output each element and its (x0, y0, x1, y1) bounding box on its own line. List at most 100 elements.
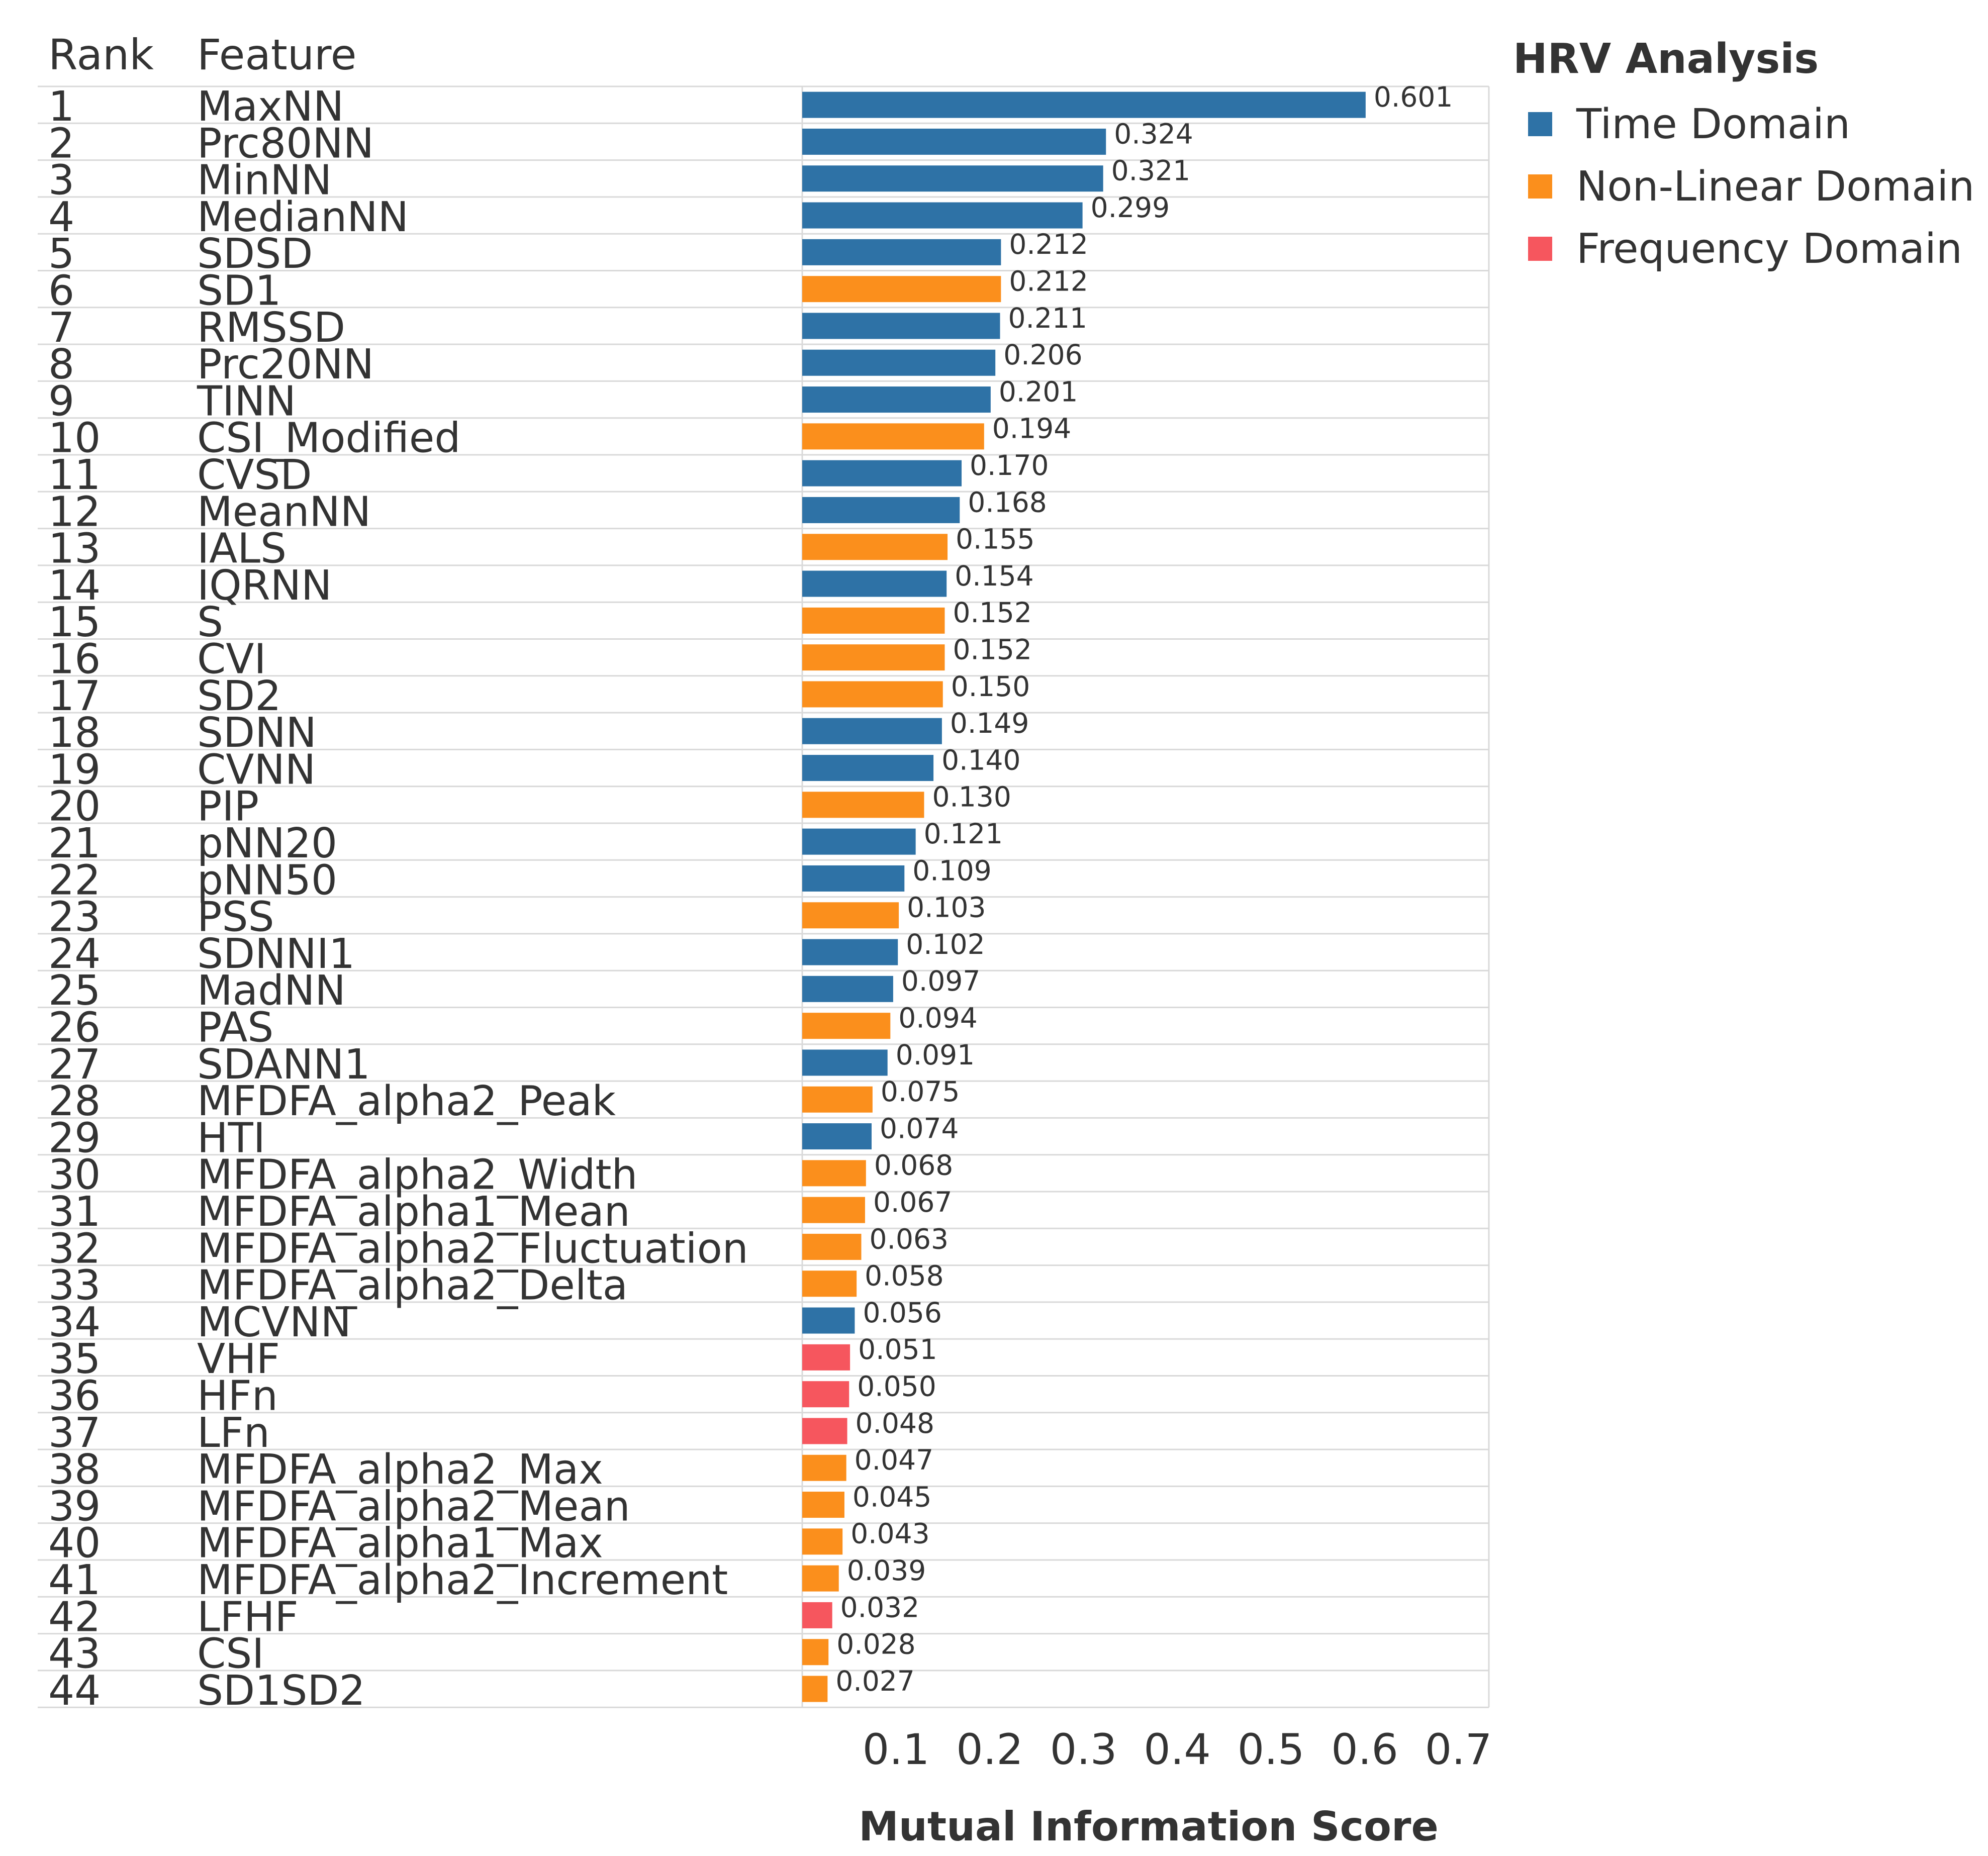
chart-row: 13 IALS 0.155 (48, 523, 1035, 573)
bar (802, 497, 960, 523)
feature-label: HFn (197, 1373, 278, 1420)
bar (802, 128, 1106, 155)
chart-row: 1 MaxNN 0.601 (48, 81, 1453, 131)
chart-row: 22 pNN50 0.109 (48, 854, 992, 904)
legend-label: Non-Linear Domain (1576, 162, 1975, 211)
chart-row: 41 MFDFA_alpha2_Increment 0.039 (48, 1554, 926, 1604)
x-tick-label: 0.2 (956, 1725, 1023, 1774)
value-label: 0.149 (950, 707, 1029, 739)
rank-label: 30 (48, 1151, 101, 1199)
feature-label: CSI_Modified (197, 415, 460, 462)
bar (802, 607, 945, 634)
feature-label: MCVNN (197, 1299, 351, 1346)
value-label: 0.091 (896, 1039, 975, 1071)
bar (802, 1528, 843, 1555)
bar (802, 1492, 844, 1518)
rank-label: 33 (48, 1262, 101, 1310)
feature-label: Prc80NN (197, 120, 374, 167)
feature-label: PSS (197, 894, 274, 941)
x-axis-ticks: 0.1 0.2 0.3 0.4 0.5 0.6 0.7 (863, 1725, 1492, 1774)
chart-row: 42 LFHF 0.032 (48, 1591, 919, 1641)
value-label: 0.152 (953, 597, 1031, 629)
value-label: 0.075 (881, 1076, 960, 1108)
value-label: 0.321 (1111, 155, 1190, 187)
value-label: 0.067 (873, 1186, 952, 1218)
bar (802, 1049, 888, 1076)
value-label: 0.027 (835, 1665, 914, 1697)
bar (802, 1602, 832, 1628)
value-label: 0.058 (865, 1260, 943, 1292)
rank-label: 22 (48, 856, 101, 904)
bar (802, 902, 899, 929)
feature-label: SDNNI1 (197, 930, 355, 978)
value-label: 0.201 (999, 375, 1078, 408)
rank-label: 36 (48, 1373, 101, 1420)
chart-row: 7 RMSSD 0.211 (48, 302, 1087, 352)
feature-label: MFDFA_alpha1_Mean (197, 1188, 630, 1236)
feature-label: SDNN (197, 709, 317, 757)
value-label: 0.102 (906, 928, 985, 960)
rank-label: 16 (48, 636, 101, 683)
value-label: 0.097 (901, 965, 980, 997)
rank-label: 43 (48, 1630, 101, 1678)
chart-row: 8 Prc20NN 0.206 (48, 339, 1083, 388)
feature-label: CVNN (197, 746, 316, 794)
feature-label: PIP (197, 783, 259, 831)
feature-label: CVI (197, 636, 266, 683)
x-tick-label: 0.3 (1050, 1725, 1117, 1774)
chart-row: 17 SD2 0.150 (48, 670, 1030, 720)
value-label: 0.168 (968, 486, 1047, 518)
x-axis-title: Mutual Information Score (859, 1803, 1438, 1850)
bar (802, 91, 1366, 118)
rank-label: 40 (48, 1520, 101, 1568)
rank-label: 23 (48, 894, 101, 941)
value-label: 0.152 (953, 634, 1031, 666)
rank-label: 11 (48, 451, 101, 499)
value-label: 0.028 (836, 1628, 915, 1660)
bar (802, 349, 996, 376)
chart-row: 43 CSI 0.028 (48, 1628, 916, 1678)
feature-label: RMSSD (197, 304, 345, 352)
x-tick-label: 0.4 (1144, 1725, 1211, 1774)
bar (802, 939, 898, 965)
bar (802, 1271, 857, 1297)
feature-label: TINN (197, 377, 296, 425)
rank-label: 4 (48, 193, 74, 241)
bar (802, 534, 948, 560)
rank-label: 12 (48, 488, 101, 536)
rank-label: 20 (48, 783, 101, 831)
value-label: 0.056 (863, 1297, 941, 1329)
rank-label: 24 (48, 930, 101, 978)
chart-row: 26 PAS 0.094 (48, 1002, 978, 1052)
bar (802, 1639, 829, 1666)
value-label: 0.140 (941, 744, 1020, 776)
chart-row: 32 MFDFA_alpha2_Fluctuation 0.063 (48, 1223, 949, 1273)
rank-label: 5 (48, 230, 74, 278)
value-label: 0.155 (956, 523, 1034, 555)
value-label: 0.068 (874, 1149, 953, 1182)
chart-row: 12 MeanNN 0.168 (48, 486, 1047, 536)
feature-label: MFDFA_alpha2_Width (197, 1151, 638, 1199)
bar (802, 386, 991, 413)
chart-row: 19 CVNN 0.140 (48, 744, 1021, 794)
rank-label: 25 (48, 967, 101, 1015)
rank-label: 34 (48, 1299, 101, 1346)
value-label: 0.103 (907, 892, 986, 924)
x-tick-label: 0.6 (1331, 1725, 1398, 1774)
chart-row: 11 CVSD 0.170 (48, 449, 1049, 499)
bar (802, 1344, 850, 1371)
chart-row: 30 MFDFA_alpha2_Width 0.068 (48, 1149, 953, 1199)
bar (802, 755, 934, 782)
value-label: 0.047 (855, 1444, 933, 1476)
chart-row: 6 SD1 0.212 (48, 265, 1088, 315)
chart-row: 40 MFDFA_alpha1_Max 0.043 (48, 1518, 930, 1568)
value-label: 0.094 (898, 1002, 977, 1034)
bar (802, 570, 947, 597)
rank-label: 13 (48, 525, 101, 573)
rank-label: 27 (48, 1041, 101, 1089)
feature-label: MedianNN (197, 193, 409, 241)
feature-label: MFDFA_alpha2_Mean (197, 1483, 630, 1530)
bar (802, 1418, 847, 1444)
rank-label: 17 (48, 672, 101, 720)
